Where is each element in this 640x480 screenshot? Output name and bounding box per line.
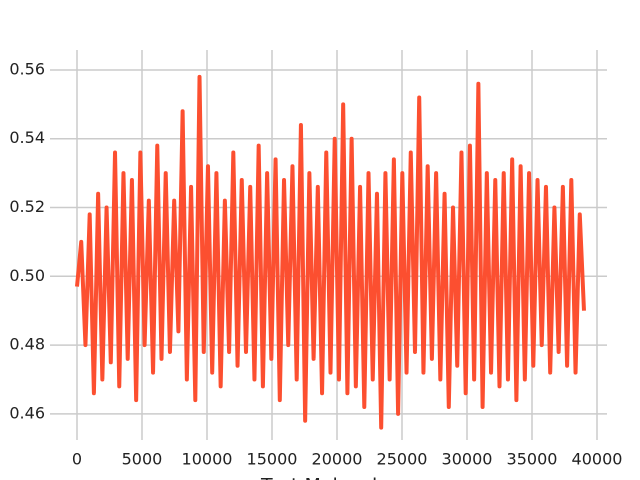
x-tick-label: 30000 [442, 450, 493, 469]
x-tick-label: 5000 [122, 450, 163, 469]
x-tick-label: 40000 [572, 450, 623, 469]
y-tick-label: 0.54 [9, 128, 45, 147]
x-tick-label: 25000 [377, 450, 428, 469]
y-tick-label: 0.50 [9, 266, 45, 285]
y-tick-label: 0.56 [9, 59, 45, 78]
x-tick-label: 10000 [182, 450, 233, 469]
y-tick-label: 0.46 [9, 403, 45, 422]
line [75, 74, 586, 430]
x-axis-label: Test Molecule [260, 475, 389, 480]
y-tick-label: 0.48 [9, 335, 45, 354]
plot-area [75, 74, 586, 430]
y-tick-label: 0.52 [9, 197, 45, 216]
x-tick-label: 35000 [507, 450, 558, 469]
x-tick-label: 15000 [247, 450, 298, 469]
x-tick-label: 0 [72, 450, 82, 469]
x-tick-label: 20000 [312, 450, 363, 469]
